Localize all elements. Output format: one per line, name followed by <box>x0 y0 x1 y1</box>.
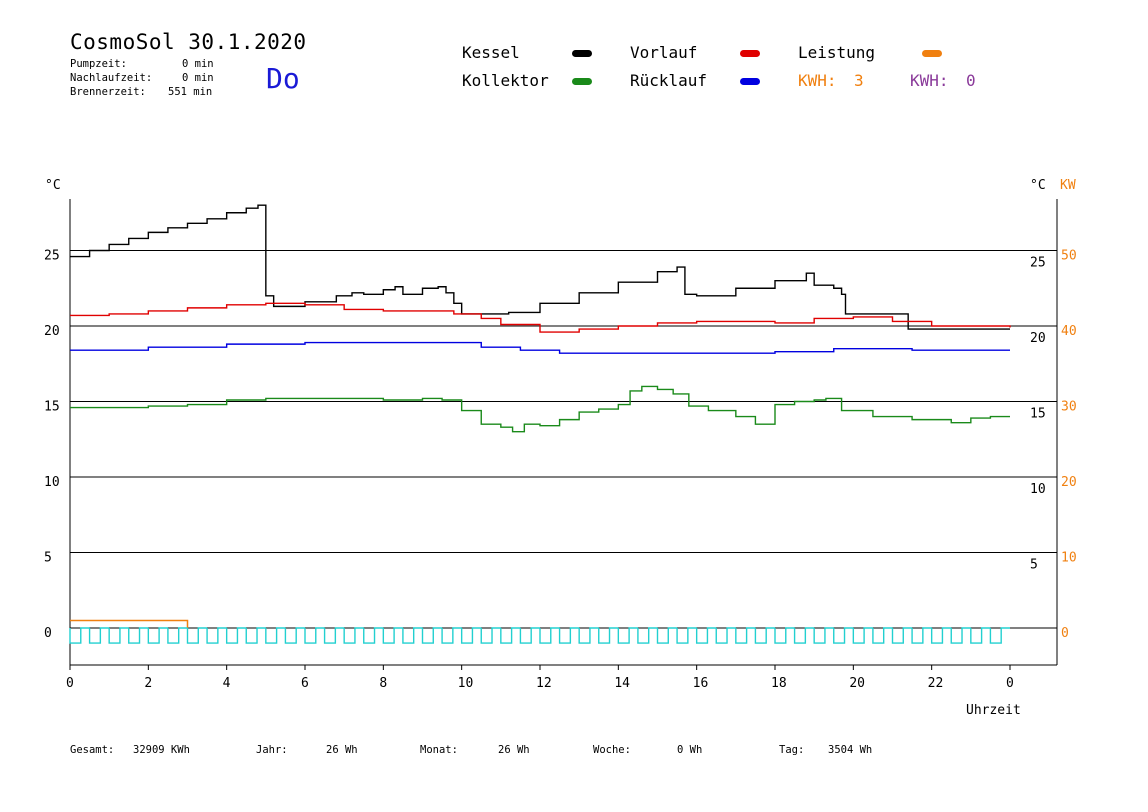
footer-monat-label: Monat: <box>420 744 458 756</box>
x-tick-label: 6 <box>301 676 309 691</box>
legend-kessel-swatch <box>572 50 592 57</box>
x-tick-label: 22 <box>928 676 944 691</box>
y-tick-right-label: 15 <box>1030 407 1046 422</box>
brenner-time-value: 551 min <box>168 86 213 98</box>
legend-ruecklauf-swatch <box>740 78 760 85</box>
chart-title: CosmoSol 30.1.2020 <box>70 30 307 54</box>
y-tick-right-label: 20 <box>1030 331 1046 346</box>
y-tick-left-label: 5 <box>44 551 52 566</box>
kwh2-value: 0 <box>966 71 976 90</box>
kw-tick-label: 0 <box>1061 626 1069 641</box>
x-tick-label: 16 <box>693 676 709 691</box>
legend-ruecklauf-label: Rücklauf <box>630 71 708 90</box>
x-tick-label: 10 <box>458 676 474 691</box>
footer-tag-label: Tag: <box>779 744 805 756</box>
legend-kollektor-swatch <box>572 78 592 85</box>
y-tick-left-label: 20 <box>44 324 60 339</box>
legend-vorlauf-swatch <box>740 50 760 57</box>
y-axis-right-unit: °C <box>1030 178 1046 193</box>
series-line-rcklauf <box>70 341 1010 354</box>
pump-time-label: Pumpzeit: <box>70 58 127 70</box>
y-tick-right-label: 25 <box>1030 256 1046 271</box>
series-line-kollektor <box>70 385 1010 433</box>
kw-tick-label: 20 <box>1061 475 1077 490</box>
footer-jahr-value: 26 Wh <box>326 744 358 756</box>
y-tick-right-label: 10 <box>1030 482 1046 497</box>
kw-tick-label: 50 <box>1061 249 1077 264</box>
weekday-label: Do <box>266 62 300 95</box>
footer-woche-value: 0 Wh <box>677 744 703 756</box>
x-tick-label: 18 <box>771 676 787 691</box>
legend-leistung-label: Leistung <box>798 43 876 62</box>
footer-jahr-label: Jahr: <box>256 744 288 756</box>
y-axis-left-unit: °C <box>45 178 61 193</box>
legend-kessel-label: Kessel <box>462 43 520 62</box>
pump-cycles <box>69 627 1010 644</box>
y-tick-left-label: 10 <box>44 475 60 490</box>
x-tick-label: 12 <box>536 676 552 691</box>
x-tick-label: 0 <box>66 676 74 691</box>
kwh1-label: KWH: <box>798 71 837 90</box>
x-tick-label: 2 <box>144 676 152 691</box>
series-line-kessel <box>70 204 1010 330</box>
brenner-time-label: Brennerzeit: <box>70 86 146 98</box>
kwh1-value: 3 <box>854 71 864 90</box>
y-tick-left-label: 0 <box>44 626 52 641</box>
kwh2-label: KWH: <box>910 71 949 90</box>
footer-gesamt-value: 32909 KWh <box>133 744 190 756</box>
x-tick-label: 8 <box>379 676 387 691</box>
legend-leistung-swatch <box>922 50 942 57</box>
y-tick-left-label: 25 <box>44 249 60 264</box>
x-tick-label: 4 <box>223 676 231 691</box>
footer-monat-value: 26 Wh <box>498 744 530 756</box>
series-line-vorlauf <box>70 302 1011 333</box>
x-tick-label: 0 <box>1006 676 1014 691</box>
footer-gesamt-label: Gesamt: <box>70 744 115 756</box>
pump-time-value: 0 min <box>182 58 214 70</box>
y-axis-kw-unit: KW <box>1060 178 1076 193</box>
nachlauf-time-value: 0 min <box>182 72 214 84</box>
legend-vorlauf-label: Vorlauf <box>630 43 698 62</box>
kw-tick-label: 40 <box>1061 324 1077 339</box>
footer-tag-value: 3504 Wh <box>828 744 873 756</box>
legend-kollektor-label: Kollektor <box>462 71 549 90</box>
x-tick-label: 14 <box>614 676 630 691</box>
nachlauf-time-label: Nachlaufzeit: <box>70 72 153 84</box>
kw-tick-label: 10 <box>1061 551 1077 566</box>
x-tick-label: 20 <box>849 676 865 691</box>
footer-woche-label: Woche: <box>593 744 631 756</box>
kw-tick-label: 30 <box>1061 400 1077 415</box>
series-line-leistung <box>70 619 189 628</box>
y-tick-left-label: 15 <box>44 400 60 415</box>
y-tick-right-label: 5 <box>1030 558 1038 573</box>
x-axis-label: Uhrzeit <box>966 703 1021 718</box>
